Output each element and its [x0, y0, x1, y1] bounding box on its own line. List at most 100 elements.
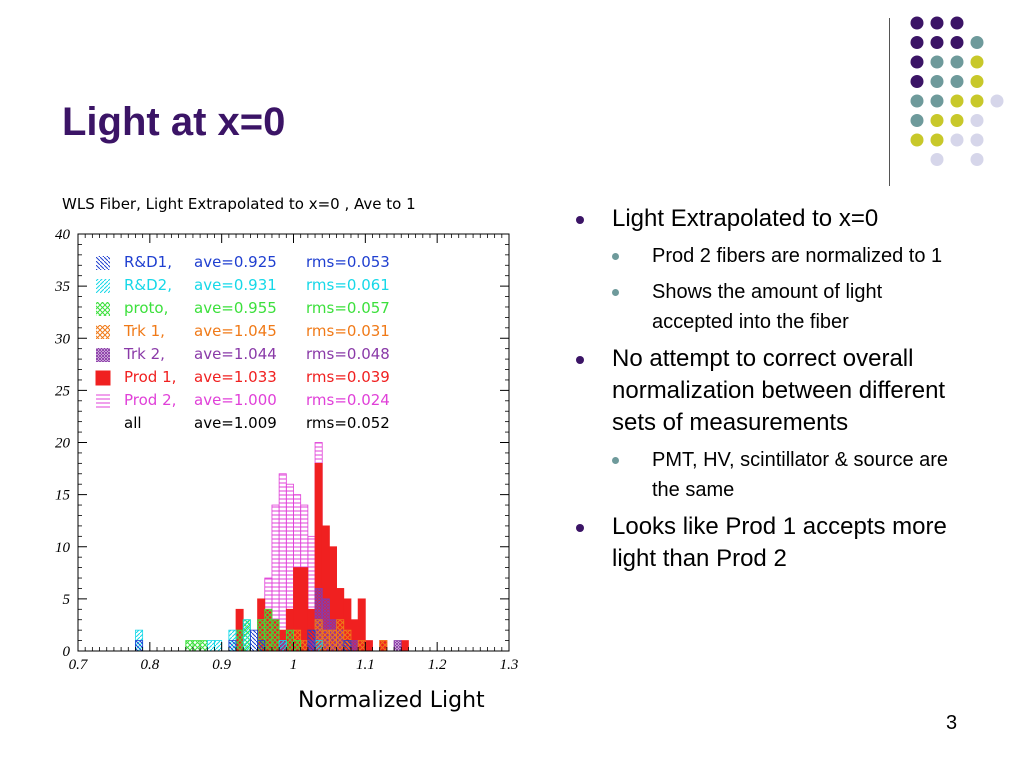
decorative-divider-line [889, 18, 890, 186]
histogram-bin [321, 629, 330, 652]
histogram-bars [135, 442, 409, 652]
histogram-bin [314, 640, 323, 652]
histogram-bin [206, 640, 215, 652]
legend-swatch [96, 325, 110, 339]
legend-name-text: Prod 1, [124, 368, 176, 386]
sub-bullet-text: Shows the amount of light accepted into … [652, 281, 883, 333]
x-tick-label: 1.3 [500, 657, 519, 673]
bullet-list: Light Extrapolated to x=0 Prod 2 fibers a… [576, 203, 956, 581]
legend-rms-text: rms=0.061 [306, 276, 390, 294]
decorative-dot [930, 153, 944, 166]
histogram-bin [242, 619, 251, 652]
x-axis-label: Normalized Light [298, 688, 485, 713]
decorative-dot [950, 75, 964, 88]
legend-name-text: R&D1, [124, 253, 172, 271]
decorative-dot [970, 94, 984, 108]
bullet-item: Looks like Prod 1 accepts more light tha… [576, 511, 956, 575]
decorative-dot [990, 94, 1004, 108]
histogram-chart: WLS Fiber, Light Extrapolated to x=0 , A… [54, 195, 518, 713]
legend-rms-text: rms=0.048 [306, 345, 390, 363]
x-tick-label: 0.8 [140, 657, 159, 673]
histogram-bin [379, 640, 388, 652]
decorative-dot [930, 75, 944, 88]
decorative-dot [970, 36, 984, 49]
histogram-bin [336, 619, 345, 652]
legend-name-text: proto, [124, 299, 168, 317]
decorative-dot [950, 94, 964, 108]
legend-rms-text: rms=0.053 [306, 253, 390, 271]
legend-ave-text: ave=1.033 [194, 368, 277, 386]
x-tick-label: 0.7 [69, 657, 89, 673]
histogram-bin [293, 640, 302, 652]
decorative-dot [950, 16, 964, 30]
chart-title: WLS Fiber, Light Extrapolated to x=0 , A… [62, 195, 416, 213]
sub-bullet-dot-icon [612, 289, 619, 296]
bullet-dot-icon [576, 216, 584, 224]
legend-ave-text: ave=0.955 [194, 299, 277, 317]
x-tick-label: 1.2 [428, 657, 447, 673]
y-tick-label: 0 [63, 644, 71, 660]
sub-bullet-item: Prod 2 fibers are normalized to 1 [612, 241, 956, 271]
decorative-dot [910, 114, 924, 127]
decorative-dot [970, 75, 984, 88]
histogram-bin [249, 629, 258, 652]
sub-bullet-text: PMT, HV, scintillator & source are the s… [652, 449, 949, 501]
legend-ave-text: ave=1.044 [194, 345, 277, 363]
y-tick-label: 10 [55, 540, 71, 556]
legend-swatch [96, 256, 110, 270]
decorative-dot [910, 133, 924, 147]
legend-swatch [96, 279, 110, 293]
decorative-dot [910, 94, 924, 108]
histogram-bin [264, 608, 273, 652]
legend-ave-text: ave=1.045 [194, 322, 277, 340]
x-tick-label: 1 [290, 657, 298, 673]
y-tick-label: 30 [54, 331, 71, 347]
histogram-bin [350, 640, 359, 652]
histogram-bin [343, 640, 352, 652]
histogram-bin [400, 640, 409, 652]
decorative-dot [930, 55, 944, 69]
legend-ave-text: ave=1.009 [194, 414, 277, 432]
histogram-bin [300, 640, 309, 652]
legend-rms-text: rms=0.024 [306, 391, 390, 409]
decorative-dot [930, 133, 944, 147]
sub-bullet-dot-icon [612, 457, 619, 464]
legend-rms-text: rms=0.052 [306, 414, 390, 432]
decorative-dot [910, 36, 924, 49]
histogram-bin [278, 640, 287, 652]
decorative-dot [950, 114, 964, 127]
histogram-bin [135, 640, 144, 652]
legend-rms-text: rms=0.039 [306, 368, 390, 386]
y-tick-label: 15 [55, 488, 71, 504]
sub-bullet-text: Prod 2 fibers are normalized to 1 [652, 245, 943, 267]
histogram-bin [257, 640, 266, 652]
legend-swatch [95, 370, 111, 386]
legend-rms-text: rms=0.031 [306, 322, 390, 340]
decorative-dot [910, 75, 924, 88]
legend-swatch [96, 302, 110, 316]
legend-swatch [96, 394, 110, 408]
decorative-dot [930, 114, 944, 127]
decorative-dot [910, 16, 924, 30]
sub-bullet-item: Shows the amount of light accepted into … [612, 277, 956, 337]
decorative-dot [910, 55, 924, 69]
histogram-bin [285, 629, 294, 652]
legend-name-text: Trk 2, [123, 345, 165, 363]
x-tick-label: 0.9 [212, 657, 231, 673]
chart-axes: 0.7 0.8 0.9 1 1.1 1.2 1.3 0 5 10 15 20 25 30 35 40 [54, 227, 518, 673]
histogram-bin [199, 640, 208, 652]
chart-legend: R&D1, ave=0.925 rms=0.053 R&D2, ave=0.931 rms… [95, 253, 390, 432]
bullet-item: No attempt to correct overall normalizat… [576, 343, 956, 439]
histogram-bin [307, 629, 316, 652]
decorative-dot [930, 94, 944, 108]
bullet-text: Light Extrapolated to x=0 [612, 205, 879, 232]
decorative-dot [970, 114, 984, 127]
decorative-dot [970, 153, 984, 166]
decorative-dot-grid [910, 16, 1004, 166]
histogram-bin [393, 640, 402, 652]
legend-ave-text: ave=0.931 [194, 276, 277, 294]
decorative-dot [970, 133, 984, 147]
bullet-item: Light Extrapolated to x=0 [576, 203, 956, 235]
bullet-dot-icon [576, 356, 584, 364]
y-tick-label: 35 [54, 279, 71, 295]
